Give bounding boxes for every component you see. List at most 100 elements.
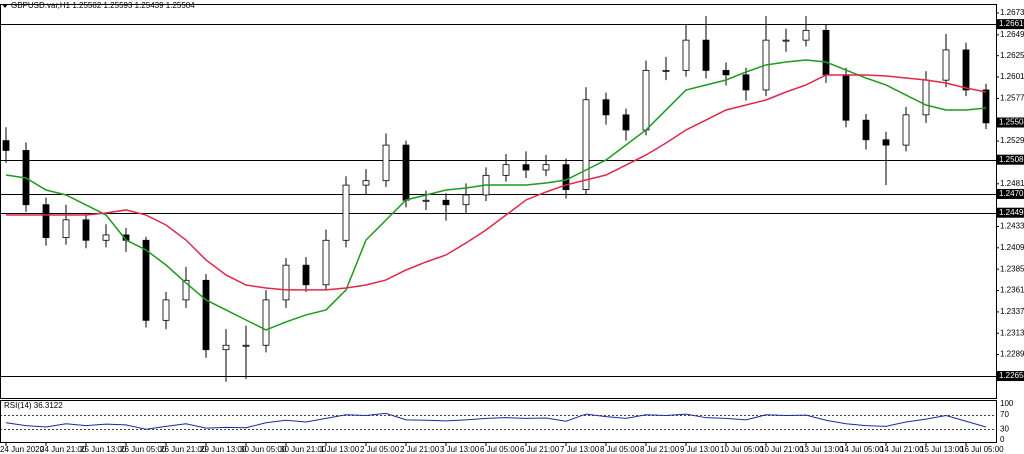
x-tick-label: 6 Jul 21:00	[520, 445, 560, 454]
candle-body	[182, 279, 190, 301]
x-tick-label: 8 Jul 21:00	[640, 445, 680, 454]
x-tick-label: 29 Jun 13:00	[200, 445, 247, 454]
candle-body	[382, 144, 390, 182]
x-tick-label: 10 Jul 21:00	[760, 445, 804, 454]
moving-average	[6, 74, 987, 291]
x-tick-label: 15 Jul 13:00	[920, 445, 964, 454]
level-box	[996, 207, 1024, 218]
candle-body	[642, 69, 650, 131]
candle-body	[302, 264, 310, 286]
candle-body	[802, 29, 810, 41]
candle-body	[942, 49, 950, 81]
y-tick-label: 1.22895	[1000, 350, 1024, 359]
current-price-box	[996, 117, 1024, 128]
candle-body	[582, 99, 590, 190]
candle-body	[502, 164, 510, 176]
candle-body	[422, 199, 430, 202]
x-tick-label: 2 Jul 05:00	[360, 445, 400, 454]
candle-body	[562, 164, 570, 190]
candle-body	[662, 69, 670, 72]
x-tick-label: 7 Jul 13:00	[560, 445, 600, 454]
candle-body	[702, 39, 710, 71]
candle-body	[342, 184, 350, 241]
candle-body	[902, 114, 910, 146]
candle-body	[362, 180, 370, 186]
candle-body	[262, 299, 270, 346]
candle-body	[2, 140, 10, 151]
level-box	[996, 154, 1024, 165]
y-tick-label: 1.23375	[1000, 307, 1024, 316]
candle-body	[142, 239, 150, 321]
level-box	[996, 371, 1024, 382]
rsi-line	[5, 412, 987, 430]
candle-body	[62, 219, 70, 239]
candle-body	[442, 199, 450, 206]
x-tick-label: 26 Jun 21:00	[160, 445, 207, 454]
y-tick-label: 1.24335	[1000, 222, 1024, 231]
y-tick-label: 1.25775	[1000, 94, 1024, 103]
candle-body	[862, 119, 870, 141]
candle-body	[322, 239, 330, 286]
y-tick-label: 1.26490	[1000, 30, 1024, 39]
x-tick-label: 24 Jun 2020	[0, 445, 45, 454]
candle-body	[982, 89, 990, 124]
x-tick-label: 14 Jul 05:00	[840, 445, 884, 454]
rsi-tick-label: 70	[1000, 410, 1009, 419]
rsi-tick-label: 0	[1000, 435, 1005, 444]
x-tick-label: 10 Jul 05:00	[720, 445, 764, 454]
x-tick-label: 30 Jun 05:00	[240, 445, 287, 454]
candle-body	[402, 144, 410, 201]
x-tick-label: 14 Jul 21:00	[880, 445, 924, 454]
candle-body	[222, 344, 230, 351]
candle-body	[722, 69, 730, 76]
y-tick-label: 1.24095	[1000, 243, 1024, 252]
candle-body	[82, 219, 90, 241]
x-tick-label: 3 Jul 13:00	[440, 445, 480, 454]
candle-body	[282, 264, 290, 301]
candle-body	[462, 194, 470, 206]
x-tick-label: 25 Jun 13:00	[80, 445, 127, 454]
rsi-tick-label: 30	[1000, 424, 1009, 433]
level-label: 1.22654	[999, 371, 1024, 380]
collapse-icon[interactable]	[2, 4, 8, 8]
candle-body	[602, 99, 610, 116]
candle-body	[522, 164, 530, 171]
candle-body	[842, 74, 850, 121]
current-price-label: 1.25504	[999, 118, 1024, 127]
candle-body	[162, 299, 170, 321]
price-panel-border	[0, 4, 997, 399]
y-tick-label: 1.23615	[1000, 286, 1024, 295]
x-tick-label: 2 Jul 21:00	[400, 445, 440, 454]
candle-body	[882, 139, 890, 146]
rsi-label: RSI(14) 36.3122	[4, 401, 63, 410]
candle-body	[622, 114, 630, 131]
y-tick-label: 1.25295	[1000, 136, 1024, 145]
candle-body	[42, 204, 50, 239]
x-tick-label: 9 Jul 13:00	[680, 445, 720, 454]
y-tick-label: 1.26735	[1000, 8, 1024, 17]
candle-body	[202, 279, 210, 351]
level-label: 1.26610	[999, 19, 1024, 28]
rsi-panel-border	[0, 400, 997, 443]
candle-body	[822, 29, 830, 76]
level-label: 1.24490	[999, 208, 1024, 217]
symbol-header: GBPUSD.var,H1 1.25582 1.25593 1.25439 1.…	[11, 1, 195, 10]
y-tick-label: 1.24815	[1000, 179, 1024, 188]
y-tick-label: 1.23855	[1000, 264, 1024, 273]
candle-body	[742, 74, 750, 91]
level-label: 1.25086	[999, 155, 1024, 164]
moving-average	[5, 59, 987, 331]
x-tick-label: 24 Jun 21:00	[40, 445, 87, 454]
x-tick-label: 1 Jul 13:00	[320, 445, 360, 454]
x-tick-label: 8 Jul 05:00	[600, 445, 640, 454]
x-tick-label: 26 Jun 05:00	[120, 445, 167, 454]
y-tick-label: 1.26015	[1000, 72, 1024, 81]
x-tick-label: 13 Jul 13:00	[800, 445, 844, 454]
rsi-tick-label: 100	[1000, 399, 1014, 408]
x-tick-label: 16 Jul 05:00	[960, 445, 1004, 454]
candle-body	[962, 49, 970, 91]
candle-body	[242, 344, 250, 347]
x-tick-label: 6 Jul 05:00	[480, 445, 520, 454]
